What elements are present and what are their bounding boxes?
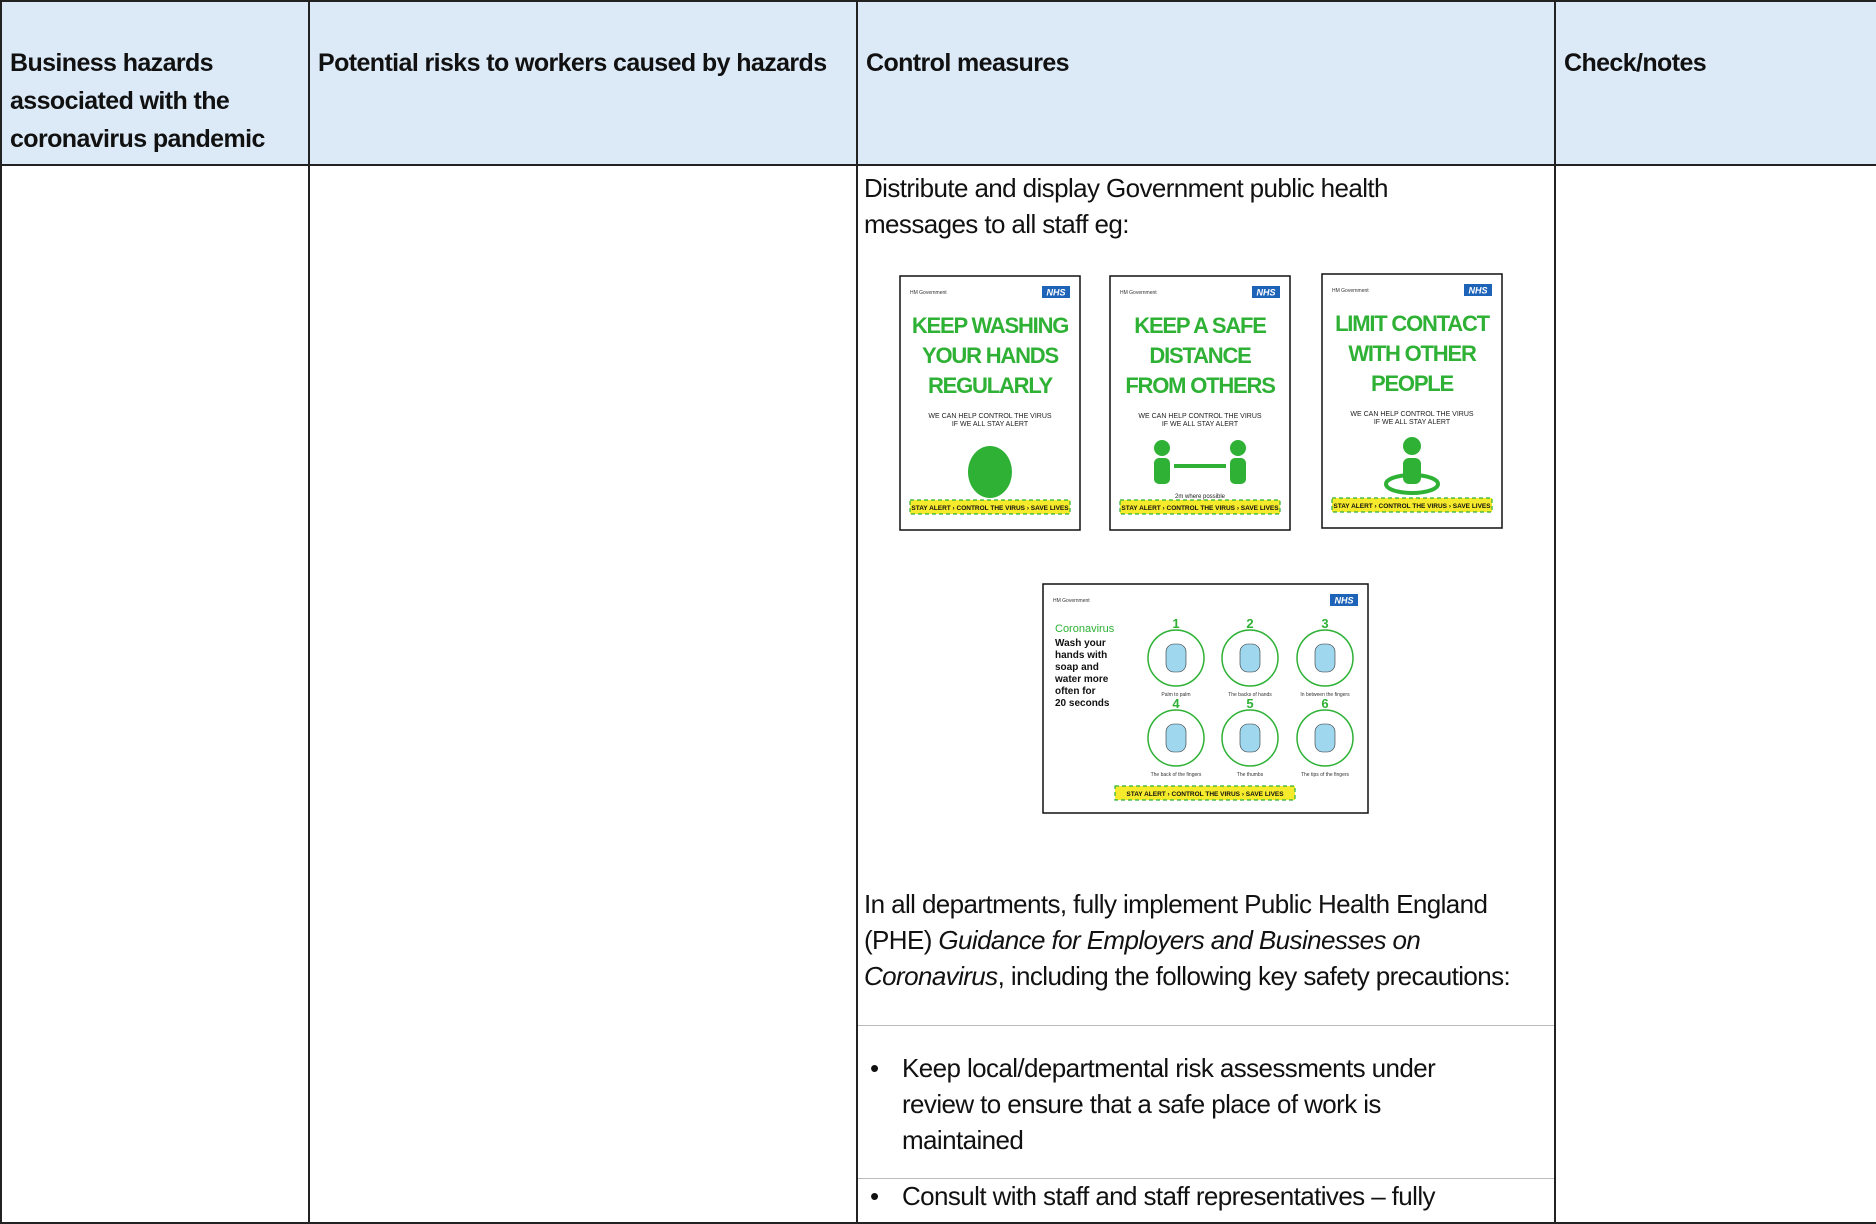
poster-org: HM Government: [1332, 288, 1369, 294]
poster-border: [1321, 273, 1503, 529]
nhs-text: NHS: [1334, 596, 1353, 606]
step-number: 6: [1321, 696, 1328, 711]
nhs-text: NHS: [1256, 288, 1275, 298]
poster: HM Government NHS Coronavirus Wash yourhand…: [1042, 583, 1369, 814]
poster-sub: WE CAN HELP CONTROL THE VIRUS: [928, 413, 1052, 420]
poster-headline: REGULARLY: [928, 373, 1054, 398]
separator: [858, 1178, 1554, 1179]
nhs-badge: [1330, 594, 1358, 606]
poster-headline: DISTANCE: [1149, 343, 1251, 368]
icon: [1403, 458, 1421, 484]
poster-footer: STAY ALERT › CONTROL THE VIRUS › SAVE LI…: [1333, 503, 1491, 510]
step-caption: The back of the fingers: [1151, 772, 1202, 778]
icon: [1403, 437, 1421, 455]
step-caption: The backs of hands: [1228, 692, 1272, 698]
step-number: 4: [1172, 696, 1180, 711]
header-cell: Business hazards associated with the cor…: [0, 0, 310, 166]
poster-border: [1042, 583, 1369, 814]
header-cell: Potential risks to workers caused by haz…: [308, 0, 858, 166]
poster-org: HM Government: [1120, 290, 1157, 296]
poster-footer: STAY ALERT › CONTROL THE VIRUS › SAVE LI…: [911, 505, 1069, 512]
poster-line: 20 seconds: [1055, 698, 1110, 709]
poster-sub: IF WE ALL STAY ALERT: [952, 421, 1029, 428]
step-caption: In between the fingers: [1300, 692, 1350, 698]
step-caption: Palm to palm: [1161, 692, 1190, 698]
step-number: 1: [1172, 616, 1179, 631]
poster-headline: PEOPLE: [1371, 371, 1454, 396]
poster-sub: IF WE ALL STAY ALERT: [1374, 419, 1451, 426]
step-caption: The thumbs: [1237, 772, 1264, 778]
icon: [1230, 458, 1246, 484]
icon: [1384, 473, 1440, 495]
poster-headline: WITH OTHER: [1348, 341, 1477, 366]
icon: [1230, 440, 1246, 456]
poster-line: Wash your: [1055, 638, 1106, 649]
guidance-text: In all departments, fully implement Publ…: [864, 886, 1554, 994]
bullet-list: Keep local/departmental risk assessments…: [864, 1050, 1504, 1214]
poster-line: soap and: [1055, 662, 1099, 673]
step-hand: [1239, 643, 1261, 673]
poster-headline: KEEP WASHING: [912, 313, 1068, 338]
poster-org: HM Government: [910, 290, 947, 296]
poster: HM Government NHS LIMIT CONTACT WITH OTHER P…: [1321, 273, 1503, 529]
step-number: 3: [1321, 616, 1328, 631]
poster-sub: WE CAN HELP CONTROL THE VIRUS: [1138, 413, 1262, 420]
poster-footer: STAY ALERT › CONTROL THE VIRUS › SAVE LI…: [1126, 791, 1284, 798]
bullet: Keep local/departmental risk assessments…: [864, 1050, 1504, 1178]
nhs-text: NHS: [1468, 286, 1487, 296]
icon: [1154, 458, 1170, 484]
nhs-text: NHS: [1046, 288, 1065, 298]
step-caption: The tips of the fingers: [1301, 772, 1350, 778]
poster-headline: YOUR HANDS: [922, 343, 1058, 368]
poster-headline: FROM OTHERS: [1125, 373, 1275, 398]
nhs-badge: [1464, 284, 1492, 296]
nhs-badge: [1252, 286, 1280, 298]
step-hand: [1165, 643, 1187, 673]
guidance-title: Guidance for Employers and Businesses on…: [864, 925, 1421, 991]
poster-footer-bar: [1119, 499, 1281, 515]
poster-headline: KEEP A SAFE: [1134, 313, 1266, 338]
step-hand: [1165, 723, 1187, 753]
poster-footer-bar: [1114, 785, 1296, 801]
poster: HM Government NHS KEEP WASHING YOUR HANDS RE…: [899, 275, 1081, 531]
step-hand: [1314, 643, 1336, 673]
step-hand: [1239, 723, 1261, 753]
poster-org: HM Government: [1053, 598, 1090, 604]
poster: HM Government NHS KEEP A SAFE DISTANCE FROM …: [1109, 275, 1291, 531]
poster-headline: LIMIT CONTACT: [1335, 311, 1491, 336]
nhs-badge: [1042, 286, 1070, 298]
guidance-after: , including the following key safety pre…: [997, 961, 1511, 991]
poster-line: often for: [1055, 686, 1096, 697]
separator: [858, 1025, 1554, 1026]
poster-footer-bar: [1331, 497, 1493, 513]
poster-note: 2m where possible: [1175, 494, 1226, 500]
poster-footer: STAY ALERT › CONTROL THE VIRUS › SAVE LI…: [1121, 505, 1279, 512]
step-number: 5: [1246, 696, 1253, 711]
poster-border: [1109, 275, 1291, 531]
poster-line: hands with: [1055, 650, 1107, 661]
poster-sub: IF WE ALL STAY ALERT: [1162, 421, 1239, 428]
poster-line: water more: [1054, 674, 1109, 685]
icon: [1154, 440, 1170, 456]
step-number: 2: [1246, 616, 1253, 631]
header-cell: Check/notes: [1554, 0, 1876, 166]
intro-text: Distribute and display Government public…: [864, 173, 1388, 239]
bullet: Consult with staff and staff representat…: [864, 1178, 1504, 1214]
guidance-before: In all departments, fully implement Publ…: [864, 889, 1488, 955]
poster-title: Coronavirus: [1055, 623, 1115, 635]
icon: [968, 446, 1012, 498]
poster-footer-bar: [909, 499, 1071, 515]
step-hand: [1314, 723, 1336, 753]
poster-sub: WE CAN HELP CONTROL THE VIRUS: [1350, 411, 1474, 418]
